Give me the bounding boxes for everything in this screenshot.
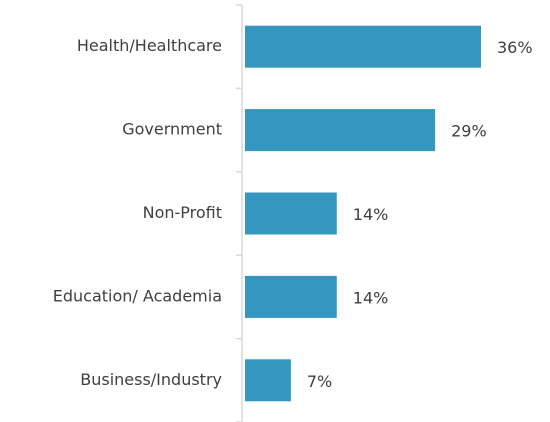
y-tick-label: Health/Healthcare	[77, 36, 222, 55]
bar	[245, 192, 337, 235]
y-tick-label: Government	[122, 120, 222, 139]
data-label: 29%	[451, 122, 487, 141]
bar	[245, 109, 436, 152]
data-label: 14%	[353, 205, 389, 224]
y-tick-label: Business/Industry	[80, 370, 222, 389]
bar	[245, 359, 291, 402]
data-label: 36%	[497, 38, 533, 57]
y-tick-label: Non-Profit	[143, 203, 222, 222]
y-tick-label: Education/ Academia	[53, 286, 222, 305]
data-label: 7%	[307, 372, 332, 391]
bar	[245, 275, 337, 318]
bar	[245, 25, 481, 68]
data-label: 14%	[353, 288, 389, 307]
